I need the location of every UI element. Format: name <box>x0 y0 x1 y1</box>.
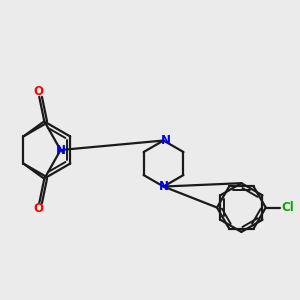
Text: Cl: Cl <box>281 201 294 214</box>
Text: N: N <box>56 143 66 157</box>
Text: O: O <box>34 85 44 98</box>
Text: O: O <box>34 202 44 215</box>
Text: N: N <box>158 180 169 193</box>
Text: N: N <box>161 134 171 147</box>
